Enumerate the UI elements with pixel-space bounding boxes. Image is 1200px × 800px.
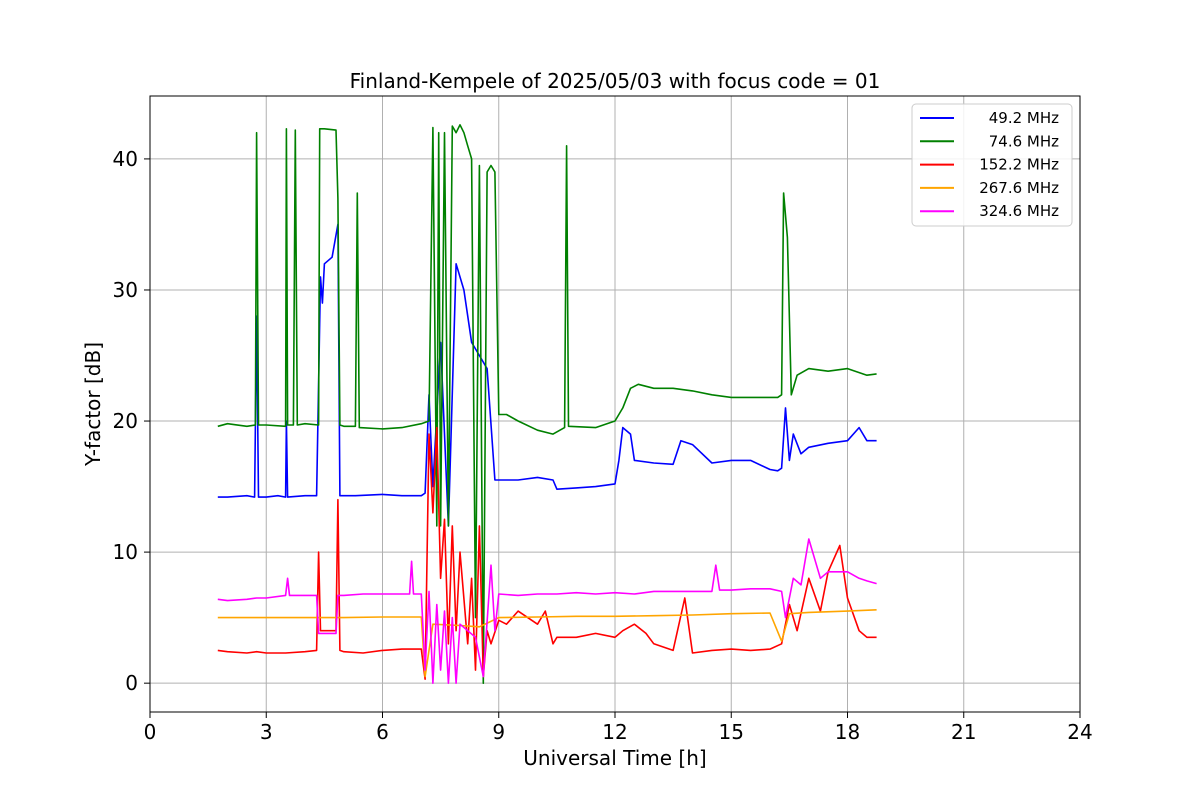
legend-label-3: 267.6 MHz [979,179,1059,197]
x-tick-label: 6 [376,720,389,744]
legend: 49.2 MHz 74.6 MHz 152.2 MHz 267.6 MHz 324.6 … [911,103,1073,227]
y-tick-label: 30 [113,278,138,302]
series-line-0 [217,223,877,527]
x-tick-label: 0 [144,720,157,744]
series-line-4 [217,538,877,684]
legend-label-1: 74.6 MHz [989,132,1059,150]
y-axis-label: Y-factor [dB] [81,342,105,467]
y-tick-label: 20 [113,409,138,433]
legend-label-0: 49.2 MHz [989,109,1059,127]
y-tick-label: 40 [113,147,138,171]
x-tick-label: 18 [835,720,860,744]
chart-title: Finland-Kempele of 2025/05/03 with focus… [350,69,881,93]
axes-ticks: 0 3 6 9 12 15 18 21 24 0 10 20 30 40 [113,147,1093,744]
series-line-1 [217,124,877,684]
legend-box [911,103,1073,227]
y-tick-label: 0 [125,671,138,695]
x-tick-label: 9 [492,720,505,744]
x-tick-label: 24 [1067,720,1092,744]
x-tick-label: 15 [719,720,744,744]
legend-label-2: 152.2 MHz [979,156,1059,174]
plot-area [217,124,877,684]
y-tick-label: 10 [113,540,138,564]
x-tick-label: 12 [602,720,627,744]
x-tick-label: 3 [260,720,273,744]
x-tick-label: 21 [951,720,976,744]
legend-label-4: 324.6 MHz [979,202,1059,220]
x-axis-label: Universal Time [h] [523,746,706,770]
